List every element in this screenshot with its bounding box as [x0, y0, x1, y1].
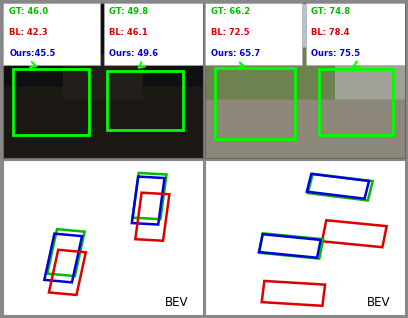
FancyBboxPatch shape	[306, 3, 405, 65]
Text: BL: 42.3: BL: 42.3	[9, 28, 48, 37]
Text: Ours: 65.7: Ours: 65.7	[211, 49, 261, 58]
Text: GT: 74.8: GT: 74.8	[311, 7, 350, 16]
Text: BEV: BEV	[165, 296, 188, 309]
FancyBboxPatch shape	[206, 3, 302, 65]
Text: Ours: 75.5: Ours: 75.5	[311, 49, 360, 58]
Text: BEV: BEV	[367, 296, 391, 309]
Text: BL: 78.4: BL: 78.4	[311, 28, 350, 37]
FancyBboxPatch shape	[104, 3, 202, 65]
Text: GT: 66.2: GT: 66.2	[211, 7, 251, 16]
Text: BL: 72.5: BL: 72.5	[211, 28, 250, 37]
Text: Ours: 49.6: Ours: 49.6	[109, 49, 158, 58]
Bar	[215, 68, 295, 139]
Bar	[13, 69, 89, 135]
Bar	[319, 69, 393, 135]
Bar	[107, 71, 183, 130]
Text: Ours:45.5: Ours:45.5	[9, 49, 55, 58]
Text: GT: 46.0: GT: 46.0	[9, 7, 49, 16]
Text: BL: 46.1: BL: 46.1	[109, 28, 148, 37]
Text: GT: 49.8: GT: 49.8	[109, 7, 148, 16]
FancyBboxPatch shape	[3, 3, 100, 65]
